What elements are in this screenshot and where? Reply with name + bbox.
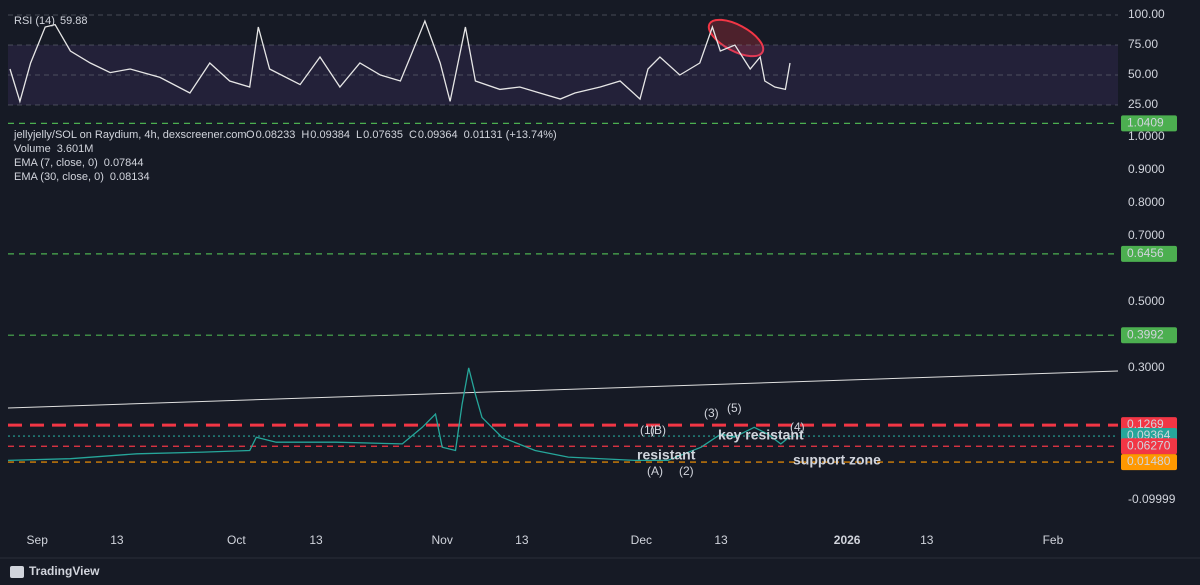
y-tick-label: 25.00 (1128, 97, 1158, 111)
legend-title: jellyjelly/SOL on Raydium, 4h, dexscreen… (13, 129, 247, 141)
ohlc-value: 0.07635 (363, 129, 403, 141)
ohlc-value: 0.01131 (+13.74%) (464, 129, 557, 141)
price-label-box (1121, 454, 1177, 471)
y-tick-label: 100.00 (1128, 7, 1165, 21)
annotation: (2) (679, 464, 694, 478)
series-line (9, 19, 791, 104)
x-tick-label: 13 (515, 533, 529, 547)
indicator-name: EMA (30, close, 0) (14, 171, 104, 183)
x-tick-label: 13 (920, 533, 934, 547)
rsi-highlight (707, 18, 765, 58)
annotation: (4) (790, 420, 805, 434)
y-tick-label: 1.0000 (1128, 129, 1165, 143)
annotation: support zone (793, 452, 881, 468)
annotation: (3) (704, 406, 719, 420)
price-label: 0.6456 (1127, 246, 1164, 260)
y-tick-label: 0.5000 (1128, 294, 1165, 308)
panel-value: 59.88 (60, 15, 88, 27)
price-label: 0.1269 (1127, 417, 1164, 431)
indicator-name: EMA (7, close, 0) (14, 157, 98, 169)
indicator-name: Volume (14, 143, 51, 155)
price-label: 0.01480 (1127, 454, 1171, 468)
price-label-box (1121, 438, 1177, 455)
panel-title: RSI (14) (14, 15, 55, 27)
brand-logo (10, 566, 24, 578)
trend-line (7, 370, 1119, 409)
annotation: (A) (647, 464, 663, 478)
ohlc-key: L (356, 129, 362, 141)
x-tick-label: 13 (309, 533, 323, 547)
y-tick-label: -0.09999 (1128, 492, 1176, 506)
y-tick-label: 75.00 (1128, 37, 1158, 51)
y-tick-label: 0.9000 (1128, 162, 1165, 176)
x-tick-label: Dec (631, 533, 652, 547)
price-label: 1.0409 (1127, 116, 1164, 130)
price-label: 0.06270 (1127, 438, 1171, 452)
annotation: (B) (650, 423, 666, 437)
indicator-value: 0.07844 (104, 157, 144, 169)
price-label: 0.3992 (1127, 327, 1164, 341)
x-tick-label: 13 (714, 533, 728, 547)
ohlc-value: 0.08233 (256, 129, 296, 141)
x-tick-label: Nov (432, 533, 453, 547)
y-tick-label: 0.8000 (1128, 195, 1165, 209)
y-tick-label: 50.00 (1128, 67, 1158, 81)
annotation: resistant (637, 447, 696, 463)
ohlc-key: H (301, 129, 309, 141)
y-tick-label: 0.7000 (1128, 228, 1165, 242)
x-tick-label: Feb (1043, 533, 1064, 547)
series-line (7, 367, 792, 462)
x-tick-label: Sep (27, 533, 49, 547)
ohlc-key: C (409, 129, 417, 141)
indicator-value: 3.601M (57, 143, 94, 155)
x-tick-label: 2026 (834, 533, 861, 547)
x-tick-label: Oct (227, 533, 246, 547)
ohlc-key: O (246, 129, 255, 141)
ohlc-value: 0.09364 (418, 129, 458, 141)
annotation: key resistant (718, 427, 804, 443)
price-label-box (1121, 115, 1177, 132)
x-tick-label: 13 (110, 533, 124, 547)
y-tick-label: 0.3000 (1128, 360, 1165, 374)
price-label-box (1121, 327, 1177, 344)
brand: TradingView (29, 564, 100, 578)
ohlc-value: 0.09384 (310, 129, 350, 141)
price-label-box (1121, 245, 1177, 262)
annotation: (5) (727, 401, 742, 415)
annotation: (1) (640, 423, 655, 437)
indicator-value: 0.08134 (110, 171, 150, 183)
